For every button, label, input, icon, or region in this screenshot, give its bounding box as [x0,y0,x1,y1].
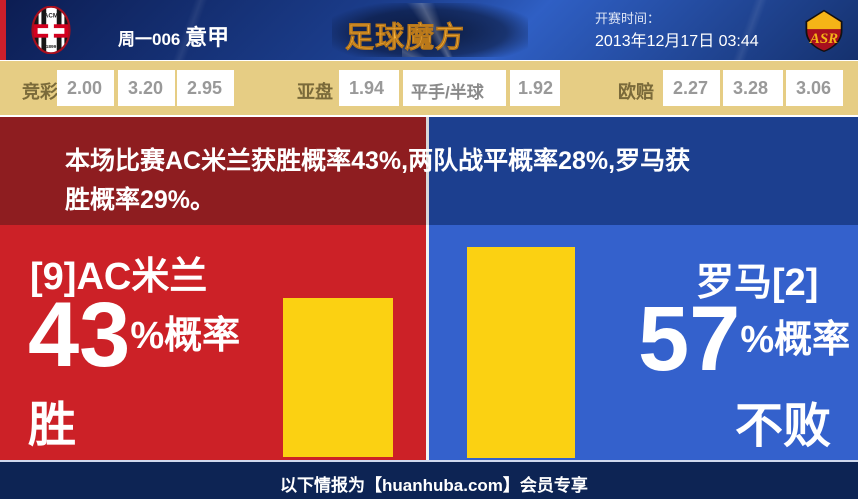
svg-text:1899: 1899 [46,44,57,50]
svg-text:ACM: ACM [44,13,58,20]
svg-text:ASR: ASR [809,31,838,47]
